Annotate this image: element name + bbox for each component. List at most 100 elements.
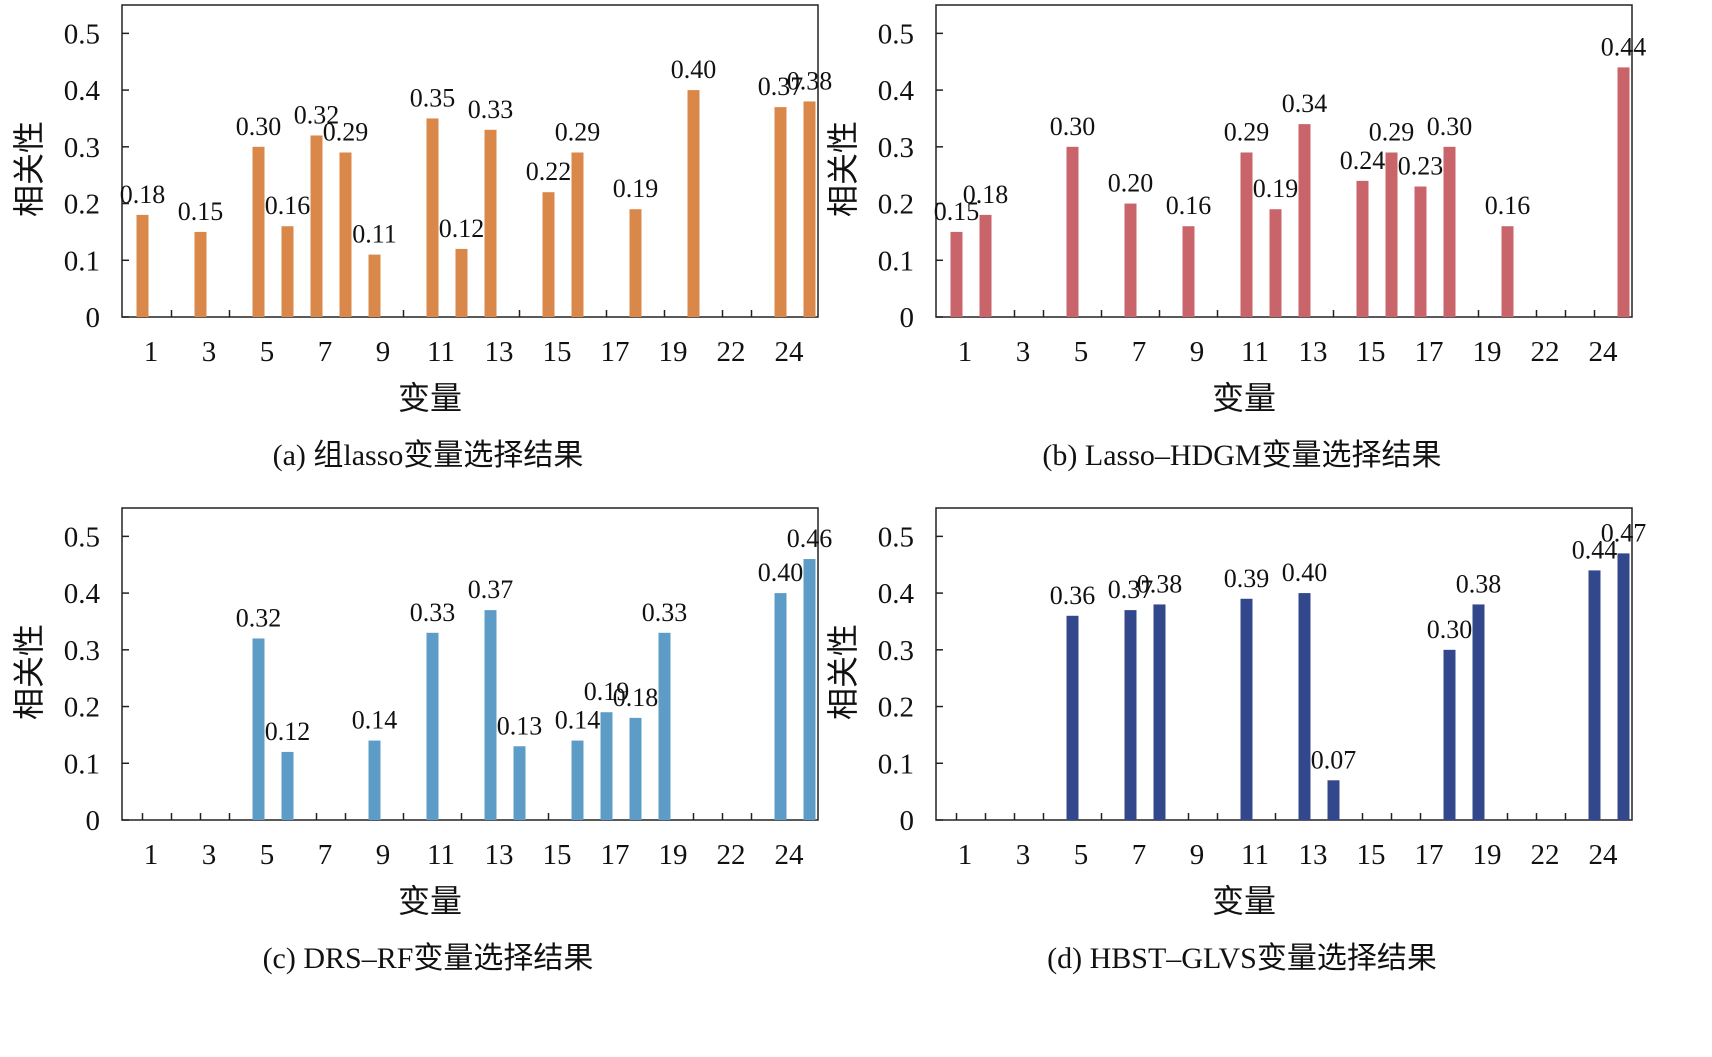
data-label: 0.16	[265, 191, 311, 220]
data-label: 0.19	[1253, 174, 1299, 203]
x-tick-label: 13	[485, 336, 514, 368]
bar	[774, 107, 787, 317]
x-tick-label: 1	[958, 336, 973, 368]
data-label: 0.37	[758, 72, 804, 101]
bar	[281, 751, 294, 820]
bar	[600, 712, 613, 820]
x-axis-title: 变量	[398, 380, 462, 416]
x-tick-label: 17	[1415, 336, 1444, 368]
x-tick-label: 15	[1357, 336, 1386, 368]
bar	[368, 254, 381, 317]
bar	[513, 746, 526, 820]
data-label: 0.39	[1224, 564, 1270, 593]
y-tick-label: 0.4	[878, 75, 915, 107]
y-axis-title: 相关性	[825, 624, 861, 720]
chart-d: 00.10.20.30.40.51 3 5 7 9 11 13 15 17 19 22 240.36 0…	[825, 507, 1646, 919]
plot-frame	[121, 507, 819, 821]
y-tick-label: 0.2	[64, 692, 100, 724]
bar	[1443, 146, 1456, 317]
x-tick-label: 1	[958, 839, 973, 871]
data-label: 0.24	[1340, 146, 1386, 175]
bar	[1327, 780, 1340, 820]
bar	[1182, 226, 1195, 317]
bar	[484, 610, 497, 820]
y-tick-label: 0.2	[878, 189, 914, 221]
data-label: 0.32	[236, 603, 282, 632]
bar	[629, 717, 642, 820]
data-label: 0.12	[265, 717, 311, 746]
bar	[1443, 649, 1456, 820]
bar	[1298, 593, 1311, 820]
data-label: 0.18	[613, 683, 659, 712]
bar	[1269, 209, 1282, 317]
y-tick-label: 0.4	[64, 75, 101, 107]
bar	[979, 214, 992, 317]
y-tick-label: 0.1	[878, 748, 914, 780]
bar	[1124, 203, 1137, 317]
bar	[194, 231, 207, 317]
x-tick-label: 22	[1531, 336, 1560, 368]
bar	[950, 231, 963, 317]
data-label: 0.38	[787, 66, 833, 95]
x-tick-label: 3	[202, 336, 217, 368]
data-label: 0.36	[1050, 581, 1096, 610]
y-tick-label: 0.5	[64, 521, 100, 553]
x-tick-label: 24	[775, 839, 805, 871]
bar	[542, 192, 555, 317]
bar	[310, 135, 323, 317]
data-label: 0.30	[236, 112, 282, 141]
bar	[281, 226, 294, 317]
bar	[1617, 67, 1630, 318]
y-tick-label: 0	[900, 302, 915, 334]
panel-a: 0 0.1 0.2 0.3 0.4 0.5 1 3 5 7 9 11 13 15 17 19 22 24 0.18 0…	[0, 0, 856, 528]
plot-frame	[935, 507, 1633, 821]
bar	[1472, 604, 1485, 820]
data-label: 0.07	[1311, 745, 1357, 774]
bar	[1066, 146, 1079, 317]
bar	[136, 214, 149, 317]
x-tick-label: 15	[543, 839, 572, 871]
data-label: 0.13	[497, 711, 543, 740]
data-label: 0.29	[323, 117, 369, 146]
x-tick-label: 7	[318, 839, 333, 871]
panel-c: 0 0.1 0.2 0.3 0.4 0.5 1 3 5 7 9 11 13 15 17 19 22 24 0.32 0…	[0, 503, 856, 1031]
data-label: 0.19	[584, 677, 630, 706]
x-tick-label: 22	[1531, 839, 1560, 871]
x-axis-title: 变量	[1212, 883, 1276, 919]
data-label: 0.14	[555, 706, 601, 735]
x-tick-label: 17	[601, 336, 630, 368]
x-tick-label: 11	[1241, 336, 1269, 368]
x-axis-title: 变量	[1212, 380, 1276, 416]
bar	[774, 593, 787, 820]
data-label: 0.11	[352, 220, 397, 249]
data-label: 0.30	[1050, 112, 1096, 141]
bar	[1124, 610, 1137, 820]
panel-b: 0 0.1 0.2 0.3 0.4 0.5 1 3 5 7 9 11 13 15 17 19 22 24 0.15 0…	[814, 0, 1670, 528]
y-tick-label: 0.3	[878, 132, 914, 164]
bar	[1240, 152, 1253, 317]
x-tick-label: 9	[1190, 336, 1205, 368]
y-tick-label: 0	[86, 805, 101, 837]
bar	[252, 146, 265, 317]
data-label: 0.22	[526, 157, 572, 186]
bar	[1501, 226, 1514, 317]
x-tick-label: 3	[1016, 336, 1031, 368]
x-tick-label: 22	[717, 839, 746, 871]
bar	[803, 559, 816, 820]
bar	[339, 152, 352, 317]
data-label: 0.18	[963, 180, 1009, 209]
x-tick-label: 9	[376, 839, 391, 871]
bar	[426, 632, 439, 820]
bar	[1298, 124, 1311, 317]
panel-d: 0 0.1 0.2 0.3 0.4 0.5 1 3 5 7 9 11 13 15 17 19 22 24 0.36 0…	[814, 503, 1670, 1031]
x-tick-label: 1	[144, 336, 159, 368]
bar	[1240, 598, 1253, 820]
data-label: 0.44	[1601, 32, 1647, 61]
x-tick-label: 19	[1473, 336, 1502, 368]
data-label: 0.23	[1398, 152, 1444, 181]
bar	[1153, 604, 1166, 820]
y-tick-label: 0.3	[64, 635, 100, 667]
y-tick-label: 0.3	[878, 635, 914, 667]
x-tick-label: 11	[427, 839, 455, 871]
caption-d: (d) HBST–GLVS变量选择结果	[1047, 942, 1437, 975]
